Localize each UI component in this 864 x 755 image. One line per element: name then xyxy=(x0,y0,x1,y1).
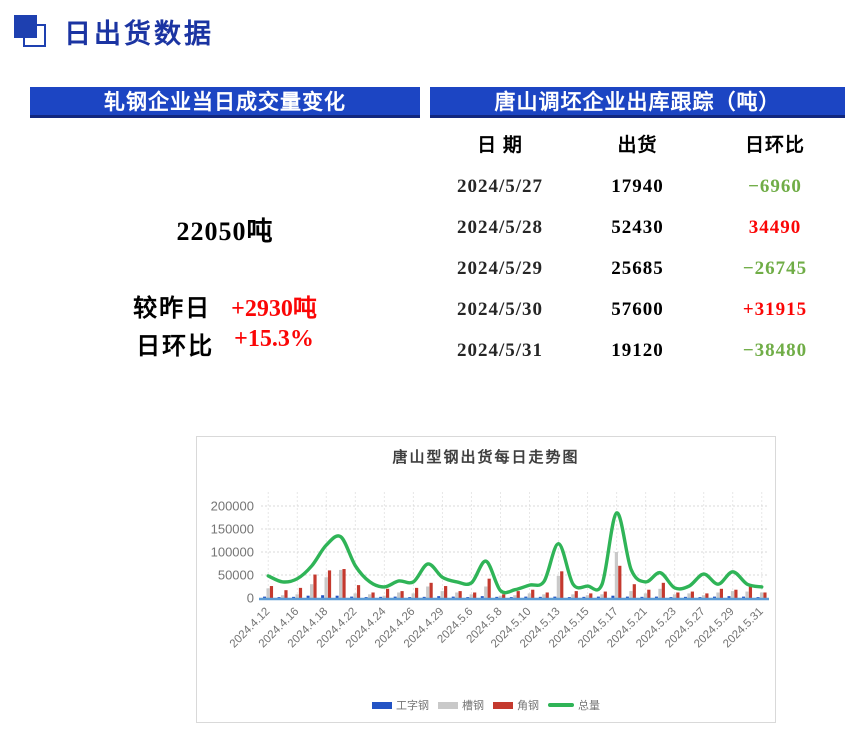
cell-dod: 34490 xyxy=(748,217,802,238)
legend-swatch-bar xyxy=(493,701,513,709)
cell-shipment: 19120 xyxy=(611,340,664,361)
legend-item: 槽钢 xyxy=(438,697,484,713)
cell-dod: −38480 xyxy=(742,340,808,361)
today-volume-value: 22050吨 xyxy=(176,217,274,246)
dod-ratio-value: +15.3% xyxy=(234,326,314,352)
vs-yesterday-value: +2930吨 xyxy=(231,296,317,322)
legend-item: 总量 xyxy=(548,697,600,713)
legend-swatch-line xyxy=(548,703,574,707)
trend-chart-svg: 0500001000001500002000002024.4.122024.4.… xyxy=(211,492,769,650)
dod-ratio-row: 日环比 +15.3% xyxy=(30,326,420,361)
right-panel-header: 唐山调坯企业出库跟踪（吨） xyxy=(430,87,845,118)
chart-legend: 工字钢 槽钢 角钢 总量 xyxy=(197,697,775,713)
chart-title: 唐山型钢出货每日走势图 xyxy=(392,449,580,466)
cell-date: 2024/5/31 xyxy=(456,340,544,361)
table-row: 2024/5/31 19120 −38480 xyxy=(430,340,845,362)
vs-yesterday-label: 较昨日 xyxy=(133,296,212,322)
cell-date: 2024/5/29 xyxy=(456,258,544,279)
legend-item: 工字钢 xyxy=(372,697,429,713)
legend-label: 工字钢 xyxy=(396,700,429,712)
table-row: 2024/5/28 52430 34490 xyxy=(430,217,845,239)
table-header-row: 日 期 出货 日环比 xyxy=(430,130,845,157)
cell-dod: +31915 xyxy=(742,299,808,320)
legend-swatch-bar xyxy=(372,701,392,709)
cell-shipment: 52430 xyxy=(611,217,664,238)
col-header-shipment: 出货 xyxy=(617,135,658,156)
legend-label: 总量 xyxy=(578,700,600,712)
col-header-dod: 日环比 xyxy=(744,135,805,156)
cell-date: 2024/5/27 xyxy=(456,176,544,197)
page-header: 日出货数据 xyxy=(12,12,214,51)
legend-label: 槽钢 xyxy=(462,700,484,712)
cell-shipment: 57600 xyxy=(611,299,664,320)
table-row: 2024/5/29 25685 −26745 xyxy=(430,258,845,280)
cell-date: 2024/5/30 xyxy=(456,299,544,320)
trend-chart-panel: 0 50000 100000 150000 200000 2024.4.12 2024.4.… xyxy=(196,436,776,723)
cell-dod: −26745 xyxy=(742,258,808,279)
svg-text:50000: 50000 xyxy=(218,568,254,583)
dod-ratio-label: 日环比 xyxy=(136,334,215,360)
vs-yesterday-row: 较昨日 +2930吨 xyxy=(30,288,420,323)
square-fill-shape xyxy=(14,14,37,38)
legend-label: 角钢 xyxy=(517,700,539,712)
cell-date: 2024/5/28 xyxy=(456,217,544,238)
legend-swatch-bar xyxy=(438,701,458,709)
cell-dod: −6960 xyxy=(748,176,802,197)
svg-text:150000: 150000 xyxy=(211,522,254,537)
squares-bullet-icon xyxy=(12,13,50,51)
col-header-date: 日 期 xyxy=(477,135,523,156)
cell-shipment: 25685 xyxy=(611,258,664,279)
page-title: 日出货数据 xyxy=(64,19,214,49)
cell-shipment: 17940 xyxy=(611,176,664,197)
legend-item: 角钢 xyxy=(493,697,539,713)
svg-text:200000: 200000 xyxy=(211,499,254,514)
svg-text:100000: 100000 xyxy=(211,545,254,560)
table-row: 2024/5/27 17940 −6960 xyxy=(430,176,845,198)
svg-text:0: 0 xyxy=(247,591,254,606)
table-row: 2024/5/30 57600 +31915 xyxy=(430,299,845,321)
left-panel-header: 轧钢企业当日成交量变化 xyxy=(30,87,420,118)
